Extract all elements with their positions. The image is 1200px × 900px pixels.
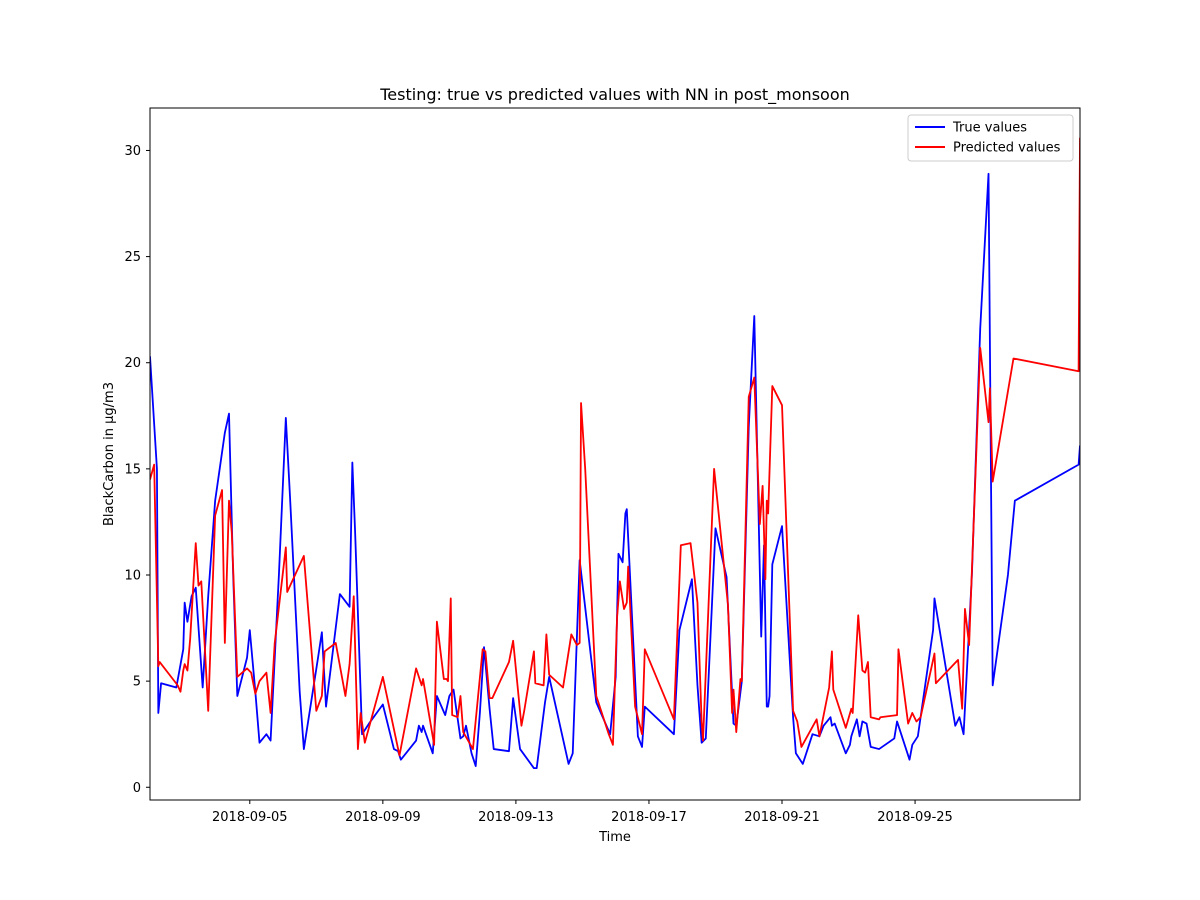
legend: True values Predicted values	[907, 114, 1074, 162]
x-tick-label: 2018-09-21	[744, 810, 820, 825]
y-tick-label: 10	[124, 568, 141, 583]
chart-title: Testing: true vs predicted values with N…	[379, 85, 850, 105]
x-axis-label: Time	[598, 830, 631, 845]
y-tick-label: 20	[124, 356, 141, 371]
legend-box	[907, 114, 1074, 162]
y-tick-label: 5	[133, 675, 141, 690]
x-tick-label: 2018-09-05	[212, 810, 288, 825]
x-tick-label: 2018-09-13	[478, 810, 554, 825]
y-tick-label: 15	[124, 462, 141, 477]
series-line-predicted-values	[150, 137, 1080, 757]
x-tick-label: 2018-09-09	[345, 810, 421, 825]
x-tick-label: 2018-09-25	[877, 810, 953, 825]
series-line-true-values	[150, 172, 1080, 770]
legend-label: True values	[952, 121, 1027, 136]
y-tick-label: 30	[124, 144, 141, 159]
y-tick-label: 25	[124, 250, 141, 265]
series-layer	[150, 137, 1080, 770]
legend-label: Predicted values	[953, 141, 1061, 156]
y-axis: 0 5 10 15 20 25 30	[124, 144, 150, 796]
plot-area-frame	[149, 107, 1081, 801]
x-tick-label: 2018-09-17	[611, 810, 687, 825]
y-tick-label: 0	[133, 781, 141, 796]
y-axis-label: BlackCarbon in µg/m3	[102, 382, 117, 526]
x-axis: 2018-09-05 2018-09-09 2018-09-13 2018-09-17…	[212, 800, 953, 825]
